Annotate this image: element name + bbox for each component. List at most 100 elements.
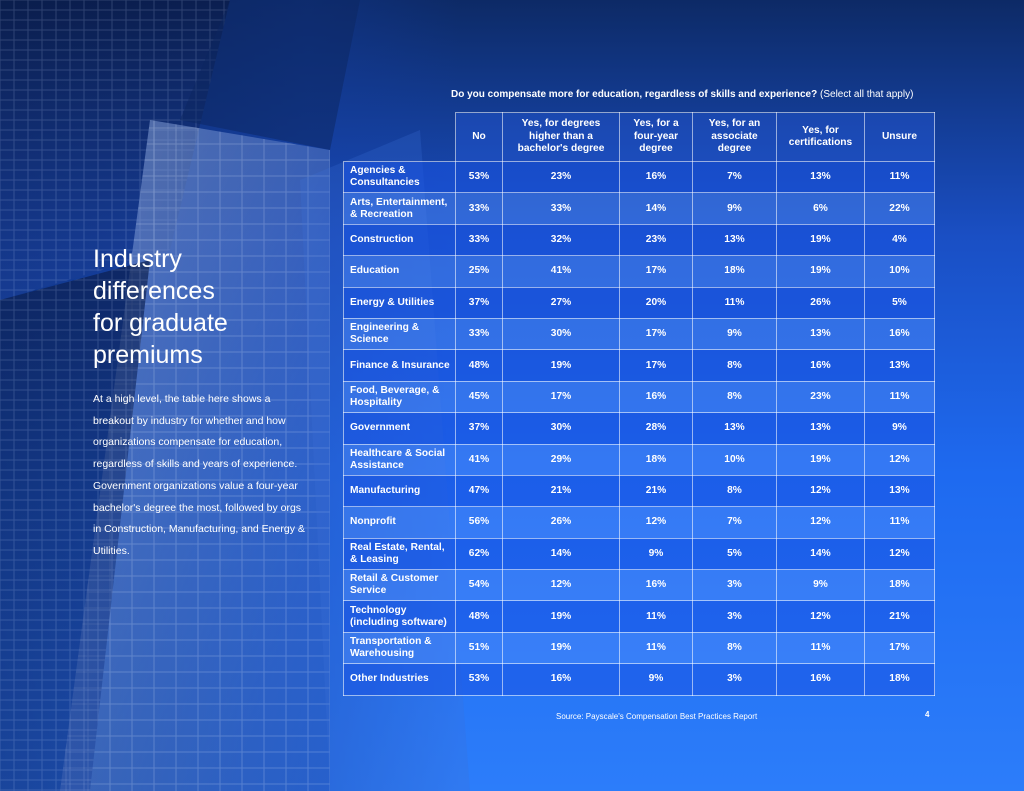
table-cell: 12% <box>864 443 935 476</box>
table-cell: 9% <box>619 663 693 696</box>
table-cell: 13% <box>692 412 777 445</box>
table-cell: 19% <box>776 255 865 288</box>
table-cell: 12% <box>619 506 693 539</box>
table-cell: 51% <box>455 631 503 665</box>
table-cell: 11% <box>692 286 777 319</box>
table-cell: 19% <box>502 600 620 633</box>
table-row: Transportation & Warehousing 51% 19% 11% 8% 1… <box>343 631 935 665</box>
table-cell: 11% <box>619 631 693 665</box>
table-cell: 11% <box>864 380 935 414</box>
table-cell: 11% <box>864 506 935 539</box>
table-cell: 17% <box>502 380 620 414</box>
table-cell: 23% <box>502 160 620 194</box>
column-header: Yes, for an associate degree <box>692 112 777 162</box>
table-cell: 23% <box>619 223 693 257</box>
table-cell: 17% <box>619 349 693 382</box>
table-cell: 8% <box>692 380 777 414</box>
column-header: Unsure <box>864 112 935 162</box>
column-header: Yes, for degrees higher than a bachelor'… <box>502 112 620 162</box>
page-number: 4 <box>925 710 930 719</box>
question-text: Do you compensate more for education, re… <box>451 89 818 100</box>
table-cell: 5% <box>692 537 777 571</box>
table-cell: 12% <box>864 537 935 571</box>
column-header: No <box>455 112 503 162</box>
table-cell: 48% <box>455 600 503 633</box>
table-cell: 33% <box>502 192 620 225</box>
table-cell: 9% <box>692 192 777 225</box>
row-label: Finance & Insurance <box>343 349 456 382</box>
table-cell: 17% <box>619 317 693 351</box>
table-cell: 3% <box>692 569 777 602</box>
table-cell: 14% <box>502 537 620 571</box>
table-cell: 18% <box>619 443 693 476</box>
row-label: Government <box>343 412 456 445</box>
table-row: Other Industries 53% 16% 9% 3% 16% 18% <box>343 663 935 696</box>
table-cell: 3% <box>692 600 777 633</box>
table-row: Healthcare & Social Assistance 41% 29% 18% 1… <box>343 443 935 476</box>
table-cell: 3% <box>692 663 777 696</box>
table-cell: 28% <box>619 412 693 445</box>
table-cell: 21% <box>864 600 935 633</box>
row-label: Real Estate, Rental, & Leasing <box>343 537 456 571</box>
row-label: Agencies & Consultancies <box>343 160 456 194</box>
table-cell: 16% <box>776 349 865 382</box>
table-row: Finance & Insurance 48% 19% 17% 8% 16% 13% <box>343 349 935 382</box>
row-label: Retail & Customer Service <box>343 569 456 602</box>
table-cell: 12% <box>502 569 620 602</box>
row-label: Nonprofit <box>343 506 456 539</box>
table-cell: 25% <box>455 255 503 288</box>
table-cell: 11% <box>864 160 935 194</box>
table-cell: 30% <box>502 317 620 351</box>
table-cell: 14% <box>619 192 693 225</box>
row-label: Engineering & Science <box>343 317 456 351</box>
column-header: Yes, for a four-year degree <box>619 112 693 162</box>
table-row: Government 37% 30% 28% 13% 13% 9% <box>343 412 935 445</box>
row-label: Technology (including software) <box>343 600 456 633</box>
table-cell: 10% <box>692 443 777 476</box>
table-row: Retail & Customer Service 54% 12% 16% 3% 9% 18… <box>343 569 935 602</box>
table-row: Manufacturing 47% 21% 21% 8% 12% 13% <box>343 474 935 508</box>
table-cell: 21% <box>619 474 693 508</box>
table-cell: 13% <box>776 160 865 194</box>
industry-table: No Yes, for degrees higher than a bachel… <box>343 112 935 696</box>
row-label: Manufacturing <box>343 474 456 508</box>
table-cell: 18% <box>864 663 935 696</box>
table-cell: 13% <box>864 349 935 382</box>
table-cell: 11% <box>776 631 865 665</box>
table-cell: 41% <box>502 255 620 288</box>
table-cell: 23% <box>776 380 865 414</box>
column-header: Yes, for certifications <box>776 112 865 162</box>
table-row: Engineering & Science 33% 30% 17% 9% 13% 16% <box>343 317 935 351</box>
title-line: premiums <box>93 341 203 369</box>
table-cell: 7% <box>692 160 777 194</box>
table-cell: 8% <box>692 474 777 508</box>
table-cell: 12% <box>776 600 865 633</box>
table-cell: 5% <box>864 286 935 319</box>
source-note: Source: Payscale's Compensation Best Pra… <box>556 712 758 721</box>
table-cell: 17% <box>864 631 935 665</box>
row-label: Education <box>343 255 456 288</box>
table-cell: 9% <box>776 569 865 602</box>
table-cell: 54% <box>455 569 503 602</box>
table-cell: 13% <box>776 317 865 351</box>
table-cell: 20% <box>619 286 693 319</box>
table-cell: 16% <box>502 663 620 696</box>
page-title: Industry differences for graduate premiu… <box>93 243 343 371</box>
table-cell: 41% <box>455 443 503 476</box>
row-label: Arts, Entertainment, & Recreation <box>343 192 456 225</box>
table-cell: 33% <box>455 317 503 351</box>
table-cell: 37% <box>455 286 503 319</box>
table-cell: 53% <box>455 663 503 696</box>
table-cell: 56% <box>455 506 503 539</box>
table-cell: 13% <box>864 474 935 508</box>
title-line: differences <box>93 277 215 305</box>
table-cell: 47% <box>455 474 503 508</box>
table-cell: 13% <box>692 223 777 257</box>
table-cell: 13% <box>776 412 865 445</box>
table-cell: 27% <box>502 286 620 319</box>
title-line: Industry <box>93 245 182 273</box>
table-cell: 19% <box>502 349 620 382</box>
table-row: Nonprofit 56% 26% 12% 7% 12% 11% <box>343 506 935 539</box>
table-cell: 16% <box>619 160 693 194</box>
table-cell: 29% <box>502 443 620 476</box>
